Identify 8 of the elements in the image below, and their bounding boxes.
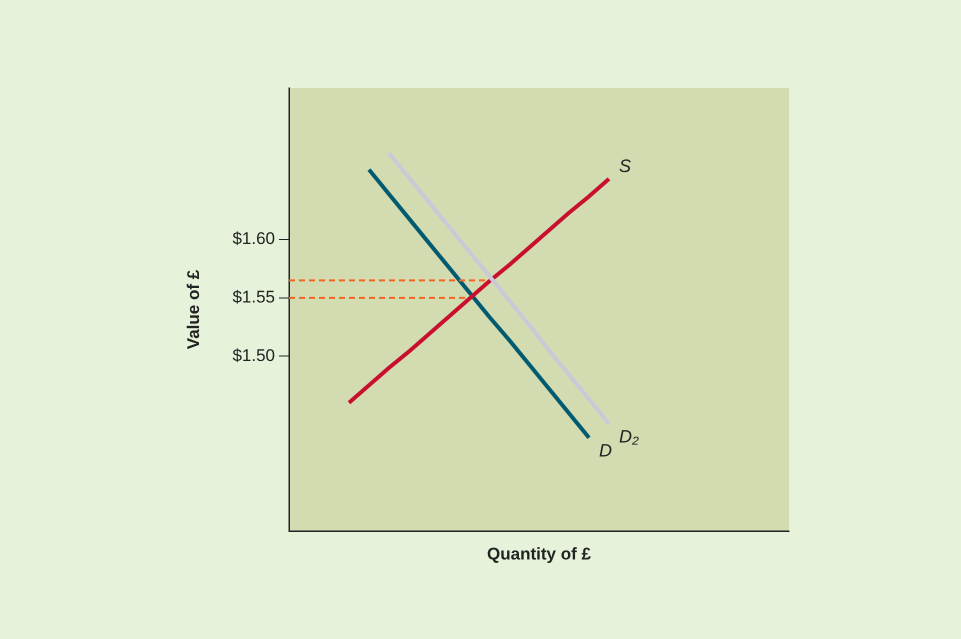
- series-label: S: [619, 156, 632, 176]
- series-label: D: [599, 440, 612, 461]
- y-tick-label: $1.50: [232, 346, 275, 365]
- x-axis-title: Quantity of £: [487, 544, 592, 564]
- y-axis-title: Value of £: [184, 269, 203, 350]
- y-tick-label: $1.55: [232, 288, 275, 307]
- series-label: D₂: [619, 426, 639, 447]
- y-tick-label: $1.60: [232, 229, 275, 248]
